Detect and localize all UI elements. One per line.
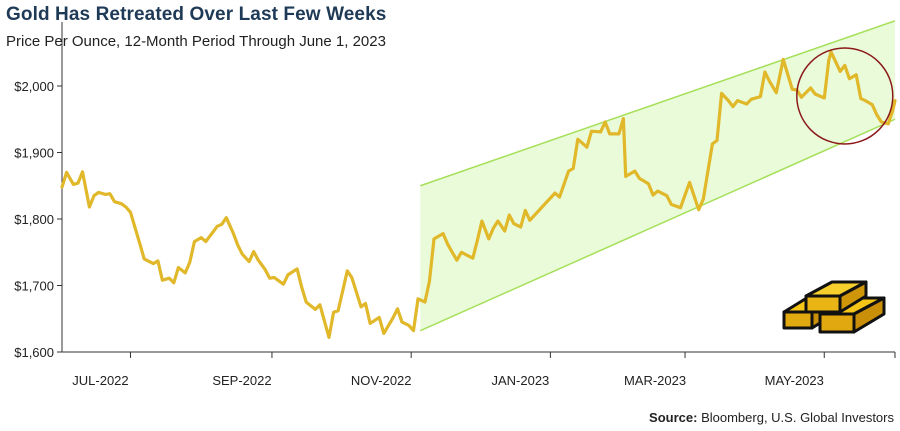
source-text: Bloomberg, U.S. Global Investors	[701, 410, 894, 425]
y-tick-label: $2,000	[14, 79, 54, 94]
channel-fill	[420, 20, 895, 331]
x-tick-label: MAR-2023	[624, 373, 686, 388]
x-tick-label: NOV-2022	[351, 373, 412, 388]
axes: $1,600 $1,700 $1,800 $1,900 $2,000 JUL-2022 SE…	[14, 22, 896, 388]
chart-title: Gold Has Retreated Over Last Few Weeks	[6, 4, 387, 25]
y-tick-label: $1,800	[14, 212, 54, 227]
x-tick-label: JUL-2022	[72, 373, 128, 388]
channel-lower-line	[419, 118, 896, 332]
x-tick-label: JAN-2023	[491, 373, 549, 388]
x-tick-label: MAY-2023	[765, 373, 824, 388]
source-label: Source:	[649, 410, 698, 425]
y-tick-label: $1,900	[14, 146, 54, 161]
gold-bars-icon	[782, 280, 886, 334]
trend-channel	[419, 20, 896, 332]
y-tick-label: $1,600	[14, 345, 54, 360]
price-series	[60, 50, 897, 339]
highlight-circle	[796, 47, 894, 145]
price-line	[60, 50, 897, 339]
highlight-circle-ring	[796, 47, 894, 145]
x-tick-label: SEP-2022	[212, 373, 271, 388]
channel-upper-line	[420, 20, 896, 187]
y-tick-label: $1,700	[14, 279, 54, 294]
source-note: Source: Bloomberg, U.S. Global Investors	[649, 410, 894, 425]
chart-subtitle: Price Per Ounce, 12-Month Period Through…	[6, 33, 386, 50]
